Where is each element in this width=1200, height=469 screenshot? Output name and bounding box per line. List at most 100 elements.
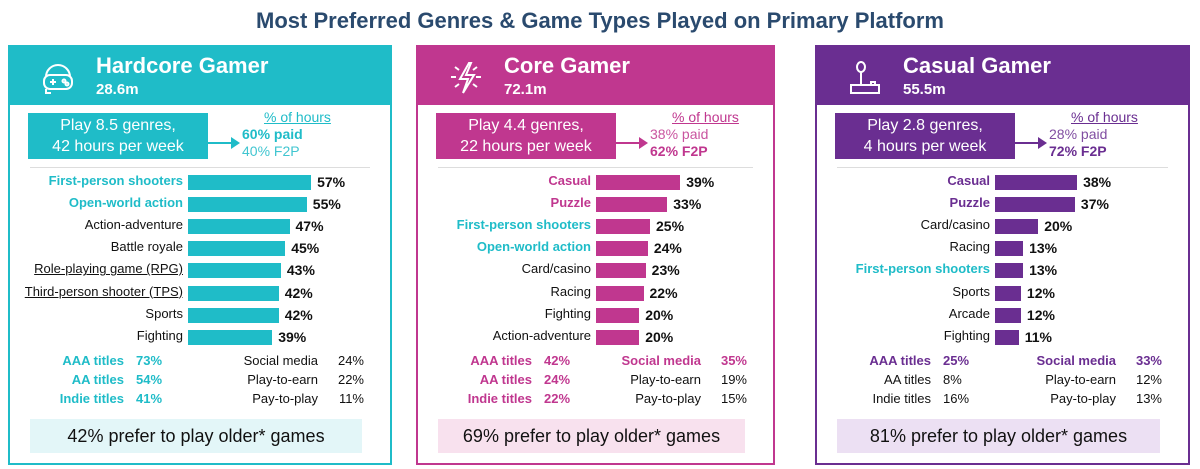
- bar-value: 39%: [278, 328, 307, 345]
- older-games-banner: 69% prefer to play older* games: [438, 419, 745, 453]
- bar-value: 55%: [312, 196, 341, 213]
- bar: [596, 197, 668, 213]
- stat-value: 13%: [1135, 391, 1162, 406]
- segment-panel-casual-gamer: Casual Gamer 55.5m Play 2.8 genres, 4 hours…: [815, 45, 1190, 465]
- genre-label: Puzzle: [949, 195, 990, 211]
- genre-row: Battle royale 45%: [10, 239, 390, 257]
- bar: [995, 241, 1024, 257]
- arrow-icon: [1015, 137, 1047, 149]
- stat-value: 73%: [136, 353, 163, 368]
- genre-label: Open-world action: [68, 195, 183, 211]
- segment-name: Casual Gamer: [903, 53, 1051, 78]
- play-summary: Play 8.5 genres, 42 hours per week: [28, 113, 208, 159]
- genre-label: Fighting: [943, 327, 990, 343]
- stat-label: AAA titles: [62, 353, 124, 368]
- hours-f2p: 40% F2P: [242, 143, 300, 159]
- bar: [596, 285, 644, 301]
- stat-label: Play-to-earn: [630, 372, 701, 387]
- genre-row: Fighting 11%: [817, 328, 1188, 346]
- genre-row: Sports 42%: [10, 306, 390, 324]
- bar-value: 42%: [284, 284, 313, 301]
- genre-label: Casual: [548, 173, 591, 188]
- genre-label: Third-person shooter (TPS): [24, 283, 183, 299]
- bar-value: 24%: [653, 240, 682, 257]
- stat-label: Indie titles: [467, 391, 532, 406]
- hours-split: % of hours 60% paid 40% F2P: [242, 109, 331, 160]
- segment-name: Core Gamer: [504, 53, 630, 78]
- genre-row: Puzzle 37%: [817, 195, 1188, 213]
- bar: [995, 329, 1019, 345]
- bar: [188, 241, 286, 257]
- genre-row: Role-playing game (RPG) 43%: [10, 261, 390, 279]
- stat-value: 42%: [544, 353, 571, 368]
- bar-value: 12%: [1026, 306, 1055, 323]
- bar: [596, 219, 650, 235]
- genre-label: Racing: [949, 239, 990, 255]
- hours-f2p: 62% F2P: [650, 143, 708, 159]
- genre-label: Battle royale: [110, 239, 183, 255]
- genre-row: Action-adventure 20%: [418, 328, 773, 346]
- bar: [995, 175, 1078, 190]
- stat-label: AAA titles: [470, 353, 532, 368]
- genre-row: Casual 38%: [817, 173, 1188, 191]
- stat-value: 24%: [337, 353, 364, 368]
- genre-row: Puzzle 33%: [418, 195, 773, 213]
- bar: [188, 329, 273, 345]
- stat-value: 8%: [943, 372, 962, 387]
- genre-label: Arcade: [948, 305, 990, 321]
- bar: [188, 263, 281, 279]
- panel-header: Casual Gamer 55.5m: [817, 47, 1188, 105]
- genre-label: First-person shooters: [48, 173, 183, 188]
- segment-size: 72.1m: [504, 81, 547, 98]
- joystick-icon: [845, 57, 885, 97]
- segment-size: 28.6m: [96, 81, 139, 98]
- play-summary: Play 2.8 genres, 4 hours per week: [835, 113, 1015, 159]
- panel-header: Hardcore Gamer 28.6m: [10, 47, 390, 105]
- genre-label: Fighting: [136, 327, 183, 343]
- genre-row: First-person shooters 25%: [418, 217, 773, 235]
- genre-row: First-person shooters 13%: [817, 261, 1188, 279]
- arrow-icon: [208, 137, 240, 149]
- hours-label: % of hours: [264, 109, 331, 125]
- genre-label: Open-world action: [476, 239, 591, 255]
- arrow-icon: [616, 137, 648, 149]
- bar-value: 47%: [295, 218, 324, 235]
- stat-label: Play-to-earn: [247, 372, 318, 387]
- genre-label: Role-playing game (RPG): [34, 261, 183, 277]
- stat-label: AA titles: [71, 372, 124, 387]
- genre-row: Fighting 39%: [10, 328, 390, 346]
- bar-value: 20%: [1044, 218, 1073, 235]
- genre-label: Action-adventure: [492, 327, 591, 343]
- genre-label: Action-adventure: [84, 217, 183, 233]
- stat-label: Social media: [243, 353, 318, 368]
- genre-label: Card/casino: [521, 261, 591, 277]
- stat-label: AAA titles: [869, 353, 931, 368]
- play-line: Play 4.4 genres,: [468, 117, 584, 134]
- bar: [188, 175, 312, 190]
- stat-value: 54%: [136, 372, 163, 387]
- stat-value: 25%: [943, 353, 970, 368]
- bar: [995, 307, 1021, 323]
- play-line: 4 hours per week: [863, 138, 987, 155]
- play-line: 42 hours per week: [52, 138, 184, 155]
- stat-value: 19%: [720, 372, 747, 387]
- bar: [188, 197, 307, 213]
- panel-header: Core Gamer 72.1m: [418, 47, 773, 105]
- genre-row: Sports 12%: [817, 284, 1188, 302]
- stat-value: 16%: [943, 391, 970, 406]
- bar: [596, 329, 640, 345]
- genre-row: Card/casino 23%: [418, 261, 773, 279]
- genre-label: Fighting: [544, 305, 591, 321]
- bar: [596, 175, 681, 190]
- hours-split: % of hours 28% paid 72% F2P: [1049, 109, 1138, 160]
- stat-value: 15%: [720, 391, 747, 406]
- genre-row: Third-person shooter (TPS) 42%: [10, 284, 390, 302]
- stat-label: Pay-to-play: [252, 391, 318, 406]
- hours-f2p: 72% F2P: [1049, 143, 1107, 159]
- bar-value: 20%: [645, 328, 674, 345]
- genre-row: Fighting 20%: [418, 306, 773, 324]
- infographic-title: Most Preferred Genres & Game Types Playe…: [256, 8, 944, 33]
- hours-label: % of hours: [1071, 109, 1138, 125]
- stat-value: 33%: [1135, 353, 1162, 368]
- bar: [596, 307, 640, 323]
